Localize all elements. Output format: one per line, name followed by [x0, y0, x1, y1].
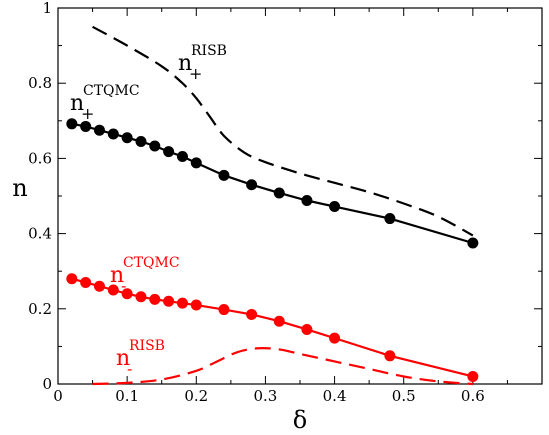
- data-point-n-ctqmc: [329, 332, 341, 344]
- data-point-n-ctqmc: [246, 308, 258, 320]
- series-label-main: n: [110, 263, 124, 288]
- series-label-main: n: [70, 91, 84, 116]
- series-line-n-ctqmc: [71, 122, 474, 245]
- data-point-n-ctqmc: [135, 291, 147, 303]
- y-tick-label: 0.8: [28, 74, 52, 92]
- data-point-n-ctqmc: [121, 132, 133, 144]
- data-point-n-ctqmc: [467, 237, 479, 249]
- axis-tick-labels: 0 0.1 0.2 0.3 0.4 0.5 0.6 0 0.2 0.4 0.6 0.8 1: [28, 0, 485, 405]
- data-point-n-ctqmc: [93, 280, 105, 292]
- x-tick-label: 0.5: [392, 387, 416, 405]
- data-point-n-ctqmc: [246, 179, 258, 191]
- data-point-n-ctqmc: [190, 157, 202, 169]
- series-label-main: n: [178, 51, 192, 76]
- data-point-n-ctqmc: [80, 276, 92, 288]
- data-point-n-ctqmc: [218, 169, 230, 181]
- y-tick-label: 1: [42, 0, 52, 17]
- data-point-n-ctqmc: [273, 315, 285, 327]
- series-label-sup: RISB: [129, 338, 165, 354]
- series-label-n-ctqmc: n- CTQMC: [110, 255, 180, 295]
- axis-ticks: [57, 7, 543, 385]
- data-point-n-ctqmc: [301, 195, 313, 207]
- series-label-n-risb: n- RISB: [116, 338, 165, 378]
- data-point-n-ctqmc: [149, 293, 161, 305]
- data-point-n-ctqmc: [176, 297, 188, 309]
- y-tick-label: 0.2: [28, 300, 52, 318]
- data-point-n-ctqmc: [163, 295, 175, 307]
- data-point-n-ctqmc: [149, 140, 161, 152]
- data-point-n-ctqmc: [329, 201, 341, 213]
- data-point-n-ctqmc: [273, 187, 285, 199]
- data-point-n-ctqmc: [107, 284, 119, 296]
- data-point-n-ctqmc: [301, 323, 313, 335]
- data-point-n-ctqmc: [66, 273, 78, 285]
- data-point-n-ctqmc: [467, 370, 479, 382]
- data-point-n-ctqmc: [107, 128, 119, 140]
- y-tick-label: 0.4: [28, 225, 52, 243]
- y-tick-label: 0.6: [28, 149, 52, 167]
- data-point-n-ctqmc: [176, 151, 188, 163]
- data-point-n-ctqmc: [121, 288, 133, 300]
- series-line-n-risb: [92, 347, 473, 386]
- series-label-n-ctqmc: n+ CTQMC: [70, 83, 140, 123]
- x-tick-label: 0.4: [323, 387, 347, 405]
- series-label-n-risb: n+ RISB: [178, 43, 227, 83]
- data-point-n-ctqmc: [80, 120, 92, 132]
- series-label-sup: CTQMC: [123, 255, 180, 271]
- data-point-n-ctqmc: [218, 304, 230, 316]
- data-point-n-ctqmc: [163, 146, 175, 158]
- series-lines: [71, 25, 474, 386]
- series-label-sup: CTQMC: [83, 83, 140, 99]
- y-tick-label: 0: [42, 375, 52, 393]
- x-tick-label: 0.6: [461, 387, 485, 405]
- x-axis-label: δ: [293, 406, 307, 434]
- series-label-sup: RISB: [191, 43, 227, 59]
- series-label-sub: +: [81, 104, 94, 123]
- series-points: [66, 118, 479, 382]
- series-label-main: n: [116, 346, 130, 371]
- series-label-sub: -: [121, 276, 126, 295]
- data-point-n-ctqmc: [384, 350, 396, 362]
- data-point-n-ctqmc: [190, 299, 202, 311]
- x-tick-label: 0.1: [115, 387, 139, 405]
- data-point-n-ctqmc: [93, 124, 105, 136]
- series-label-sub: -: [127, 359, 132, 378]
- x-tick-label: 0.2: [184, 387, 208, 405]
- series-label-sub: +: [189, 64, 202, 83]
- y-axis-label: n: [12, 174, 27, 202]
- x-tick-label: 0.3: [253, 387, 277, 405]
- x-tick-label: 0: [53, 387, 63, 405]
- data-point-n-ctqmc: [135, 135, 147, 147]
- data-point-n-ctqmc: [66, 118, 78, 130]
- data-point-n-ctqmc: [384, 213, 396, 225]
- series-line-n-risb: [92, 25, 474, 237]
